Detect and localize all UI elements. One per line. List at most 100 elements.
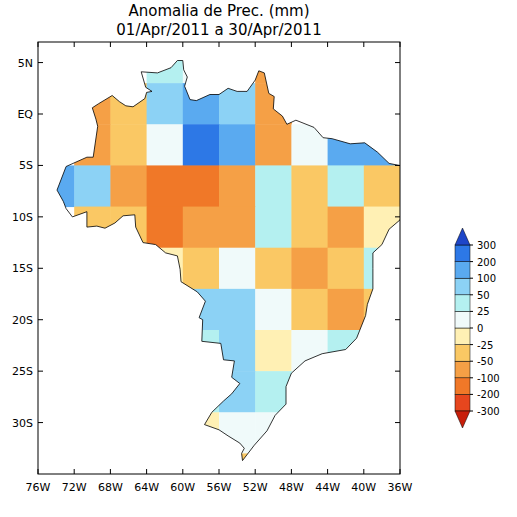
- colorbar-tick: [470, 294, 473, 295]
- y-tick: [395, 165, 400, 166]
- x-tick-label: 76W: [26, 481, 51, 494]
- anomaly-cell: [74, 83, 111, 125]
- anomaly-cell: [183, 248, 220, 290]
- anomaly-cell: [183, 289, 220, 331]
- colorbar-bin: [455, 278, 470, 295]
- anomaly-cell: [147, 248, 184, 290]
- colorbar-label: -300: [477, 406, 500, 417]
- colorbar-bin: [455, 295, 470, 312]
- anomaly-cell: [255, 330, 292, 372]
- anomaly-cell: [38, 165, 75, 207]
- anomaly-cell: [183, 412, 220, 454]
- colorbar-bin: [455, 378, 470, 395]
- anomaly-cell: [291, 289, 328, 331]
- colorbar-bin: [455, 345, 470, 362]
- colorbar-label: 25: [477, 306, 490, 317]
- x-tick: [255, 42, 256, 47]
- x-tick: [74, 42, 75, 47]
- x-tick: [38, 469, 39, 474]
- anomaly-cell: [110, 165, 147, 207]
- anomaly-cell: [183, 371, 220, 413]
- anomaly-cell: [255, 124, 292, 166]
- x-tick-label: 60W: [170, 481, 195, 494]
- anomaly-cell: [328, 330, 365, 372]
- x-tick: [363, 42, 364, 47]
- y-tick-label: 5S: [19, 159, 33, 172]
- x-tick: [327, 469, 328, 474]
- y-tick-label: 5N: [18, 57, 33, 70]
- x-tick: [110, 469, 111, 474]
- anomaly-cell: [74, 207, 111, 249]
- anomaly-cell: [147, 42, 184, 84]
- colorbar-tick: [470, 261, 473, 262]
- x-tick: [255, 469, 256, 474]
- colorbar-label: -50: [477, 356, 493, 367]
- x-tick-label: 44W: [315, 481, 340, 494]
- colorbar-under: [455, 411, 470, 428]
- x-tick: [110, 42, 111, 47]
- y-tick: [395, 216, 400, 217]
- y-tick-label: EQ: [17, 108, 33, 121]
- colorbar-bin: [455, 328, 470, 345]
- x-tick: [400, 469, 401, 474]
- anomaly-cell: [183, 83, 220, 125]
- x-tick-label: 40W: [351, 481, 376, 494]
- colorbar-tick: [470, 344, 473, 345]
- anomaly-cell: [255, 207, 292, 249]
- colorbar-bin: [455, 311, 470, 328]
- anomaly-cell: [110, 83, 147, 125]
- x-tick: [291, 42, 292, 47]
- anomaly-cell: [291, 165, 328, 207]
- anomaly-cell: [219, 83, 256, 125]
- y-tick: [395, 114, 400, 115]
- anomaly-cell: [255, 289, 292, 331]
- colorbar-bin: [455, 361, 470, 378]
- anomaly-cell: [183, 42, 220, 84]
- colorbar-over: [455, 228, 470, 245]
- anomaly-cell: [255, 42, 292, 84]
- x-tick-label: 56W: [207, 481, 232, 494]
- y-tick: [38, 216, 43, 217]
- colorbar-tick: [470, 311, 473, 312]
- anomaly-cell: [110, 207, 147, 249]
- x-tick: [182, 469, 183, 474]
- x-tick-label: 36W: [388, 481, 413, 494]
- brazil-border: [57, 61, 400, 461]
- anomaly-cell: [364, 289, 400, 331]
- x-tick: [400, 42, 401, 47]
- colorbar-label: 0: [477, 323, 483, 334]
- colorbar-label: 200: [477, 257, 496, 268]
- anomaly-cell: [147, 83, 184, 125]
- x-tick-label: 68W: [98, 481, 123, 494]
- y-tick: [38, 319, 43, 320]
- anomaly-cell: [328, 248, 365, 290]
- x-tick: [38, 42, 39, 47]
- anomaly-cell: [219, 124, 256, 166]
- anomaly-cell: [328, 165, 365, 207]
- colorbar-label: 100: [477, 273, 496, 284]
- x-tick: [219, 469, 220, 474]
- anomaly-cell: [291, 124, 328, 166]
- x-tick: [146, 469, 147, 474]
- y-tick: [38, 165, 43, 166]
- anomaly-cell: [291, 207, 328, 249]
- anomaly-cell: [219, 289, 256, 331]
- colorbar-bin: [455, 262, 470, 279]
- x-tick: [327, 42, 328, 47]
- anomaly-cell: [291, 248, 328, 290]
- anomaly-cell: [219, 330, 256, 372]
- y-tick: [395, 62, 400, 63]
- x-tick: [74, 469, 75, 474]
- title: Anomalia de Prec. (mm): [128, 2, 309, 20]
- x-tick: [363, 469, 364, 474]
- plot-area: [38, 42, 400, 474]
- colorbar-bin: [455, 394, 470, 411]
- y-tick: [395, 319, 400, 320]
- y-tick-label: 15S: [12, 262, 33, 275]
- colorbar-tick: [470, 377, 473, 378]
- colorbar-label: 300: [477, 240, 496, 251]
- colorbar-label: -25: [477, 340, 493, 351]
- map-figure: 76W72W68W64W60W56W52W48W44W40W36W5NEQ5S1…: [0, 0, 517, 517]
- anomaly-cell: [147, 124, 184, 166]
- anomaly-cell: [328, 289, 365, 331]
